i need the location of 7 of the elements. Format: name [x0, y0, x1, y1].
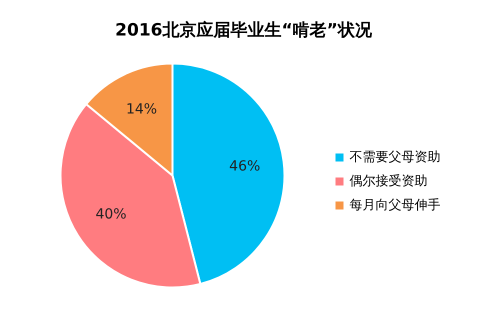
chart-title: 2016北京应届毕业生“啃老”状况	[115, 20, 373, 40]
data-label: 46%	[229, 158, 260, 174]
data-label: 40%	[95, 206, 127, 223]
legend-label: 不需要父母资助	[350, 150, 440, 165]
legend-label: 每月向父母伸手	[350, 198, 440, 213]
data-label: 14%	[126, 102, 158, 118]
legend-label: 偶尔接受资助	[350, 174, 428, 189]
